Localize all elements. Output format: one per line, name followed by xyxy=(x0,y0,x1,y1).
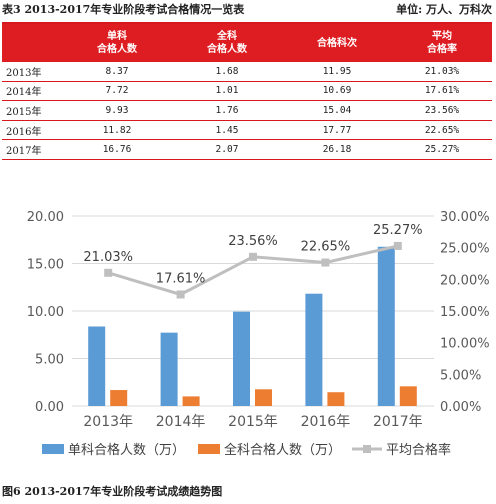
bar-full xyxy=(110,390,128,406)
bar-full xyxy=(399,386,417,406)
y-right-tick-label: 0.00% xyxy=(440,400,481,415)
bar-full xyxy=(182,396,200,406)
bar-single xyxy=(305,293,323,406)
bar-single xyxy=(88,326,106,406)
cell-full: 1.76 xyxy=(172,100,282,121)
table-unit: 单位: 万人、万科次 xyxy=(396,3,492,16)
cell-year: 2015年 xyxy=(2,100,62,121)
x-tick-label: 2014年 xyxy=(156,414,206,430)
rate-point xyxy=(393,241,402,250)
cell-rate: 17.61% xyxy=(392,81,492,102)
header-rate: 平均 合格率 xyxy=(392,24,492,62)
rate-data-label: 17.61% xyxy=(156,271,206,286)
rate-data-label: 22.65% xyxy=(301,240,351,255)
y-left-tick-label: 15.00 xyxy=(27,258,64,273)
cell-full: 1.01 xyxy=(172,81,282,102)
x-tick-label: 2013年 xyxy=(83,414,133,430)
header-empty xyxy=(2,24,62,62)
bar-full xyxy=(327,392,345,406)
y-right-tick-label: 20.00% xyxy=(440,273,490,288)
cell-year: 2016年 xyxy=(2,120,62,141)
table-row: 2015年 9.93 1.76 15.04 23.56% xyxy=(2,100,492,121)
legend-marker-rate xyxy=(363,445,371,453)
table-row: 2013年 8.37 1.68 11.95 21.03% xyxy=(2,62,492,82)
y-left-tick-label: 10.00 xyxy=(27,305,64,320)
cell-year: 2017年 xyxy=(2,139,62,160)
cell-rate: 22.65% xyxy=(392,120,492,141)
combo-chart: 0.00 5.00 10.00 15.00 20.00 0.00% 5.00% 10.00% 1… xyxy=(27,210,490,458)
table-row: 2016年 11.82 1.45 17.77 22.65% xyxy=(2,120,492,141)
cell-full: 2.07 xyxy=(172,139,282,160)
cell-single: 7.72 xyxy=(62,81,172,102)
legend-label-rate: 平均合格率 xyxy=(386,442,451,458)
rate-point xyxy=(321,258,330,267)
x-tick-label: 2016年 xyxy=(301,414,351,430)
cell-count: 10.69 xyxy=(282,81,392,102)
rate-data-label: 21.03% xyxy=(83,250,133,265)
cell-full: 1.68 xyxy=(172,62,282,82)
table-top-rule xyxy=(2,22,492,24)
y-right-tick-label: 5.00% xyxy=(440,368,481,383)
bar-single xyxy=(160,332,178,406)
y-left-tick-label: 20.00 xyxy=(27,210,64,225)
table-header-row: 单科 合格人数 全科 合格人数 合格科次 平均 合格率 xyxy=(2,24,492,62)
rate-data-label: 25.27% xyxy=(373,223,423,238)
cell-count: 11.95 xyxy=(282,62,392,82)
y-left-tick-label: 0.00 xyxy=(35,400,64,415)
y-right-tick-label: 15.00% xyxy=(440,305,490,320)
cell-year: 2013年 xyxy=(2,62,62,82)
legend-label-single: 单科合格人数（万） xyxy=(68,442,185,458)
rate-point xyxy=(176,290,185,299)
cell-single: 11.82 xyxy=(62,120,172,141)
cell-count: 17.77 xyxy=(282,120,392,141)
cell-year: 2014年 xyxy=(2,81,62,102)
table-row: 2017年 16.76 2.07 26.18 25.27% xyxy=(2,139,492,160)
cell-count: 26.18 xyxy=(282,139,392,160)
rate-point xyxy=(249,252,257,261)
header-single: 单科 合格人数 xyxy=(62,24,172,62)
header-count: 合格科次 xyxy=(282,24,392,62)
y-right-tick-label: 30.00% xyxy=(440,210,490,225)
cell-single: 16.76 xyxy=(62,139,172,160)
cell-rate: 21.03% xyxy=(392,62,492,82)
y-right-tick-label: 25.00% xyxy=(440,242,490,257)
table-row: 2014年 7.72 1.01 10.69 17.61% xyxy=(2,81,492,102)
rate-point xyxy=(104,268,113,277)
cell-rate: 25.27% xyxy=(392,139,492,160)
cell-single: 9.93 xyxy=(62,100,172,121)
x-tick-label: 2015年 xyxy=(228,414,278,430)
x-tick-label: 2017年 xyxy=(373,414,423,430)
y-left-tick-label: 5.00 xyxy=(35,353,64,368)
cell-full: 1.45 xyxy=(172,120,282,141)
table-caption: 表3 2013-2017年专业阶段考试合格情况一览表 单位: 万人、万科次 xyxy=(2,2,492,18)
bar-single xyxy=(233,311,250,406)
figure-caption: 图6 2013-2017年专业阶段考试成绩趋势图 xyxy=(2,485,223,498)
bar-full xyxy=(255,389,272,406)
table-title: 表3 2013-2017年专业阶段考试合格情况一览表 xyxy=(2,3,245,16)
legend-swatch-single xyxy=(42,444,64,454)
cell-count: 15.04 xyxy=(282,100,392,121)
chart-container: 0.00 5.00 10.00 15.00 20.00 0.00% 5.00% 10.00% 1… xyxy=(0,198,496,478)
cell-rate: 23.56% xyxy=(392,100,492,121)
header-full: 全科 合格人数 xyxy=(172,24,282,62)
y-right-tick-label: 10.00% xyxy=(440,337,490,352)
legend-label-full: 全科合格人数（万） xyxy=(224,442,341,458)
rate-data-label: 23.56% xyxy=(228,234,278,249)
cell-single: 8.37 xyxy=(62,62,172,82)
legend-swatch-full xyxy=(198,444,220,454)
stats-table: 单科 合格人数 全科 合格人数 合格科次 平均 合格率 2013年 8.37 1… xyxy=(2,24,492,160)
bar-single xyxy=(377,246,395,406)
